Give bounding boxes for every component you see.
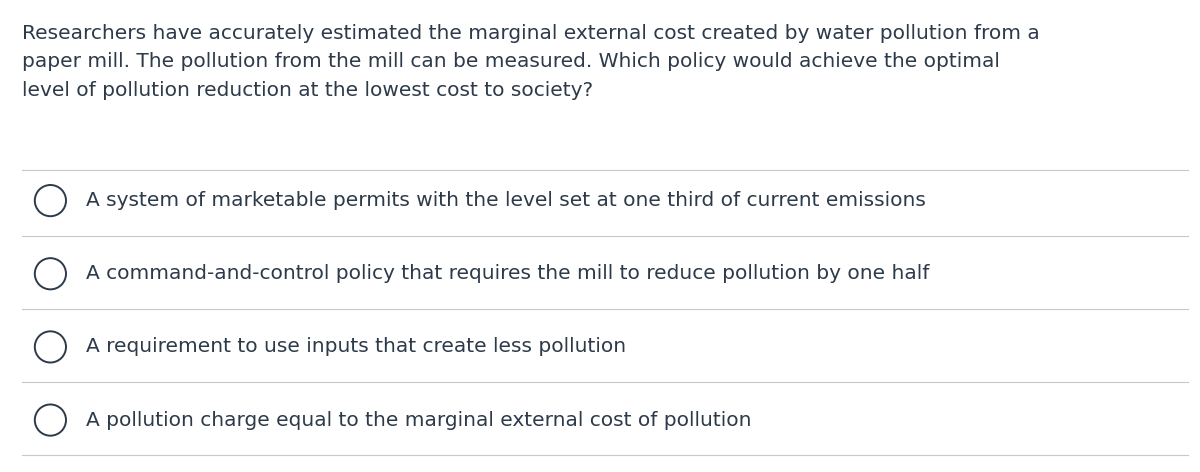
Text: Researchers have accurately estimated the marginal external cost created by wate: Researchers have accurately estimated th… xyxy=(22,24,1039,100)
Text: A pollution charge equal to the marginal external cost of pollution: A pollution charge equal to the marginal… xyxy=(86,411,752,430)
Text: A system of marketable permits with the level set at one third of current emissi: A system of marketable permits with the … xyxy=(86,191,926,210)
Text: A command-and-control policy that requires the mill to reduce pollution by one h: A command-and-control policy that requir… xyxy=(86,264,930,283)
Text: A requirement to use inputs that create less pollution: A requirement to use inputs that create … xyxy=(86,337,626,356)
